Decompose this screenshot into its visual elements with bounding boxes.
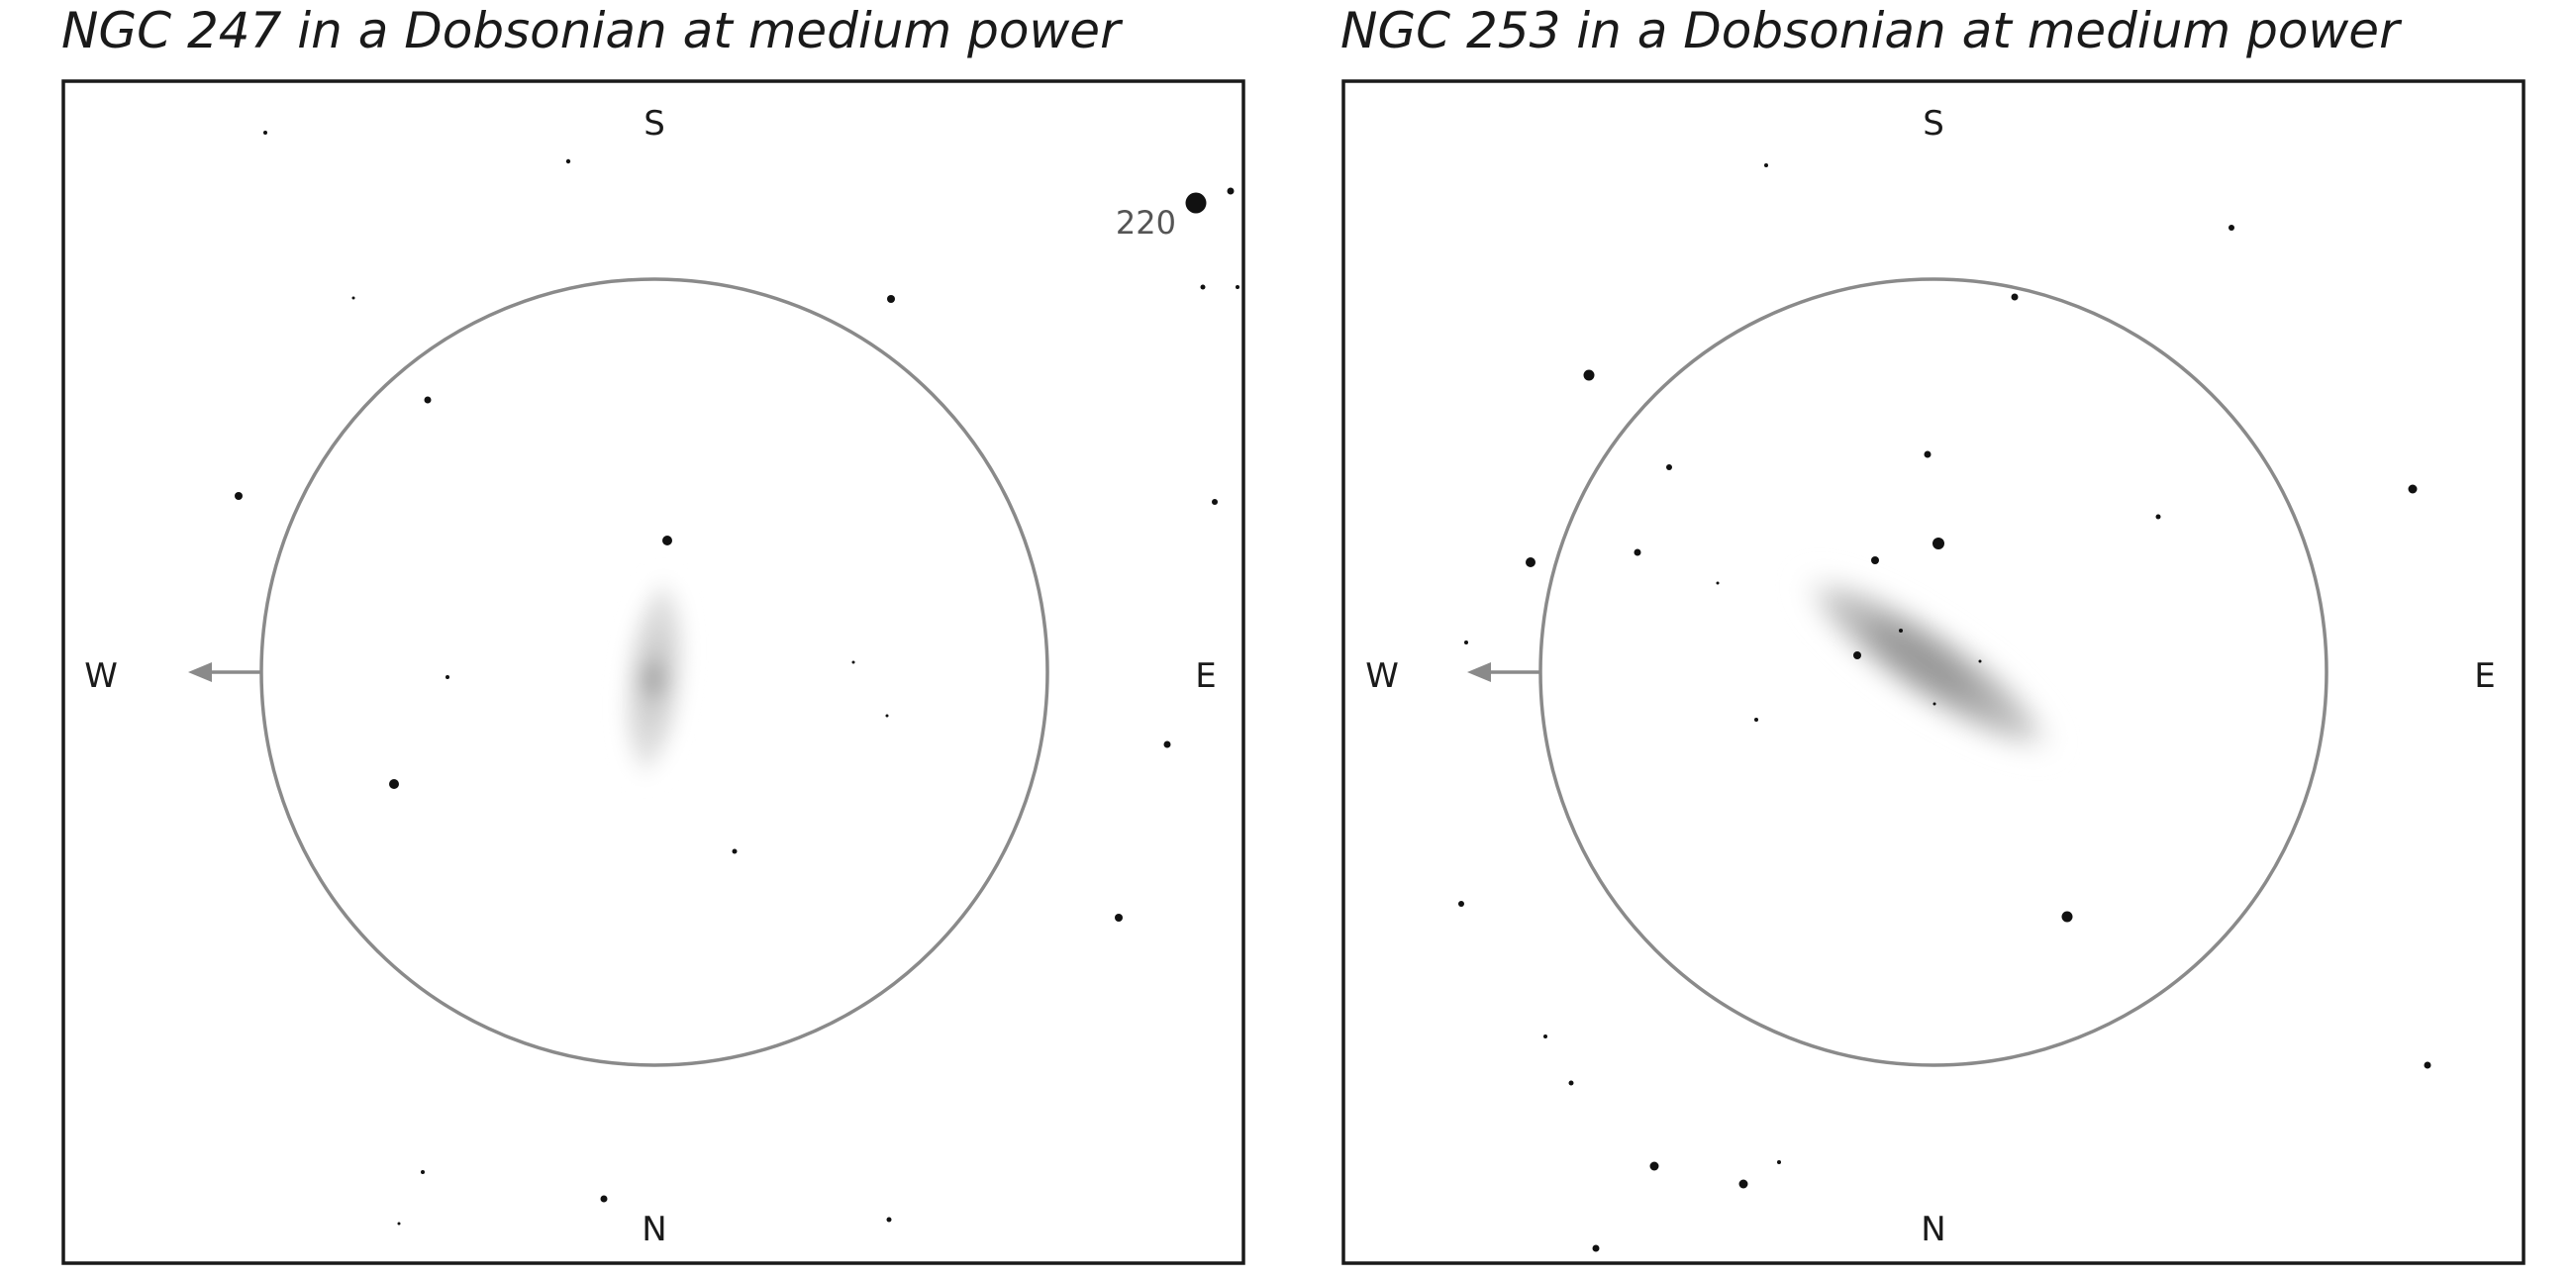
star	[887, 295, 895, 303]
star	[389, 779, 399, 789]
star	[1853, 651, 1861, 659]
star-magnitude-label: 220	[1116, 204, 1176, 242]
panel-ngc253: NGC 253 in a Dobsonian at medium power S…	[1340, 2, 2526, 1265]
star	[1978, 659, 1982, 663]
star	[1115, 914, 1123, 922]
direction-north: N	[642, 1210, 666, 1249]
star	[1871, 556, 1879, 564]
star	[1932, 538, 1944, 549]
galaxy-ngc247	[619, 569, 690, 787]
west-arrow	[188, 662, 261, 682]
star	[851, 660, 855, 664]
star	[1227, 187, 1235, 195]
panel-title: NGC 247 in a Dobsonian at medium power	[61, 2, 1124, 59]
star	[1764, 163, 1768, 167]
panel-title: NGC 253 in a Dobsonian at medium power	[1340, 2, 2403, 59]
star	[1212, 499, 1218, 505]
direction-west: W	[84, 656, 118, 696]
direction-south: S	[644, 104, 665, 144]
direction-north: N	[1921, 1210, 1945, 1249]
arrow-head	[1467, 662, 1491, 682]
star	[1568, 1080, 1574, 1086]
arrow-head	[188, 662, 212, 682]
panel-ngc247: NGC 247 in a Dobsonian at medium power S…	[61, 2, 1245, 1265]
star	[424, 396, 432, 404]
star	[2229, 225, 2234, 231]
star	[2061, 911, 2073, 923]
star	[397, 1222, 401, 1226]
star	[1738, 1179, 1748, 1189]
star	[565, 158, 571, 164]
star	[421, 1170, 425, 1174]
direction-east: E	[2474, 656, 2495, 696]
star	[1526, 557, 1536, 567]
star	[1163, 740, 1171, 748]
star	[2424, 1061, 2431, 1069]
galaxy-core	[1867, 621, 1970, 698]
star	[446, 675, 449, 679]
star	[1754, 718, 1758, 722]
star	[1543, 1034, 1547, 1038]
west-arrow	[1467, 662, 1540, 682]
star	[1666, 464, 1672, 470]
stars	[1458, 163, 2431, 1252]
direction-east: E	[1195, 656, 1216, 696]
star	[1716, 581, 1720, 585]
star	[1634, 548, 1641, 556]
star	[1464, 640, 1468, 644]
direction-west: W	[1365, 656, 1399, 696]
direction-south: S	[1923, 104, 1944, 144]
chart-frame	[61, 79, 1245, 1265]
star	[1592, 1244, 1600, 1252]
galaxy-core	[640, 661, 667, 697]
star	[1777, 1160, 1781, 1164]
star	[662, 536, 672, 545]
star	[1583, 369, 1595, 381]
bright-star	[1185, 192, 1207, 214]
star	[886, 1217, 892, 1223]
star	[1236, 285, 1239, 289]
star	[263, 131, 267, 135]
star	[1200, 284, 1206, 290]
star	[1924, 450, 1932, 458]
chart-frame	[1341, 79, 2526, 1265]
star	[1458, 901, 1464, 907]
star	[2155, 514, 2161, 520]
stars	[235, 131, 1239, 1226]
star	[2408, 484, 2418, 494]
star	[600, 1195, 608, 1203]
star	[2011, 293, 2019, 301]
star	[885, 714, 889, 718]
star	[235, 492, 243, 500]
star	[351, 296, 355, 300]
star	[1649, 1161, 1659, 1171]
star	[1899, 629, 1903, 633]
star	[732, 848, 738, 854]
galaxy-ngc253	[1795, 569, 2062, 759]
star	[1932, 702, 1936, 706]
